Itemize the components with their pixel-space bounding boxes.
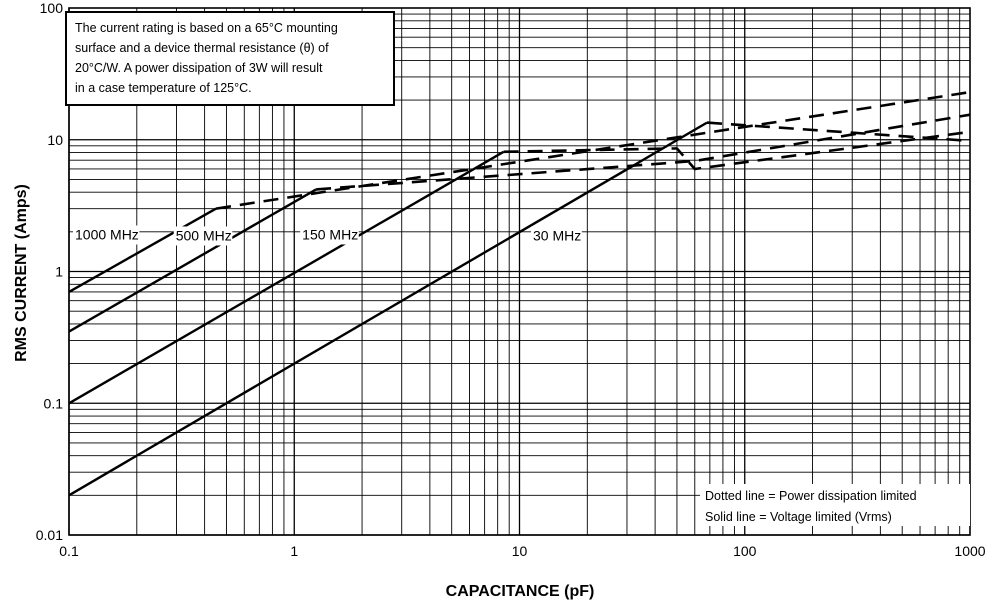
y-tick-label: 0.01 bbox=[36, 527, 63, 543]
y-tick-label: 100 bbox=[40, 0, 64, 16]
legend-background bbox=[700, 484, 970, 526]
series-label-bg bbox=[300, 225, 359, 245]
x-tick-label: 10 bbox=[512, 543, 528, 559]
annotation-line-2: surface and a device thermal resistance … bbox=[75, 41, 329, 55]
series-label-bg bbox=[173, 226, 233, 246]
x-axis-title: CAPACITANCE (pF) bbox=[446, 583, 595, 600]
x-tick-label: 0.1 bbox=[59, 543, 79, 559]
annotation-line-4: in a case temperature of 125°C. bbox=[75, 81, 252, 95]
y-tick-label: 10 bbox=[47, 132, 63, 148]
series-label-bg bbox=[73, 225, 140, 245]
series-500-mhz-power-limited-line bbox=[316, 113, 971, 191]
series-label-150-mhz: 150 MHz bbox=[302, 226, 358, 242]
y-tick-label: 0.1 bbox=[44, 395, 64, 411]
series-label-500-mhz: 500 MHz bbox=[176, 227, 232, 243]
series-lines bbox=[68, 90, 971, 497]
legend-line-solid: Solid line = Voltage limited (Vrms) bbox=[705, 510, 892, 524]
series-label-bg bbox=[531, 226, 582, 246]
y-tick-label: 1 bbox=[55, 264, 63, 280]
line-style-legend: Dotted line = Power dissipation limited … bbox=[700, 484, 970, 526]
x-tick-label: 1000 bbox=[954, 543, 985, 559]
annotation-line-3: 20°C/W. A power dissipation of 3W will r… bbox=[75, 61, 323, 75]
annotation-box-frame bbox=[65, 11, 395, 106]
x-tick-label: 1 bbox=[290, 543, 298, 559]
series-label-30-mhz: 30 MHz bbox=[533, 227, 581, 243]
x-tick-label: 100 bbox=[733, 543, 757, 559]
series-1000-mhz-power-limited-line bbox=[215, 90, 971, 210]
series-150-mhz-voltage-limited-line bbox=[68, 150, 505, 405]
series-1000-mhz-voltage-limited-line bbox=[68, 207, 217, 293]
series-labels: 1000 MHz 500 MHz 150 MHz 30 MHz bbox=[73, 225, 582, 246]
series-30-mhz-power-limited-line bbox=[706, 121, 971, 143]
legend-line-dotted: Dotted line = Power dissipation limited bbox=[705, 489, 917, 503]
series-label-1000-mhz: 1000 MHz bbox=[75, 226, 139, 242]
y-axis-title: RMS CURRENT (Amps) bbox=[13, 184, 30, 362]
plot-frame bbox=[68, 7, 971, 536]
series-500-mhz-voltage-limited-line bbox=[68, 188, 317, 333]
series-30-mhz-voltage-limited-line bbox=[68, 121, 708, 497]
series-150-mhz-power-limited-line bbox=[503, 130, 971, 171]
annotation-box: The current rating is based on a 65°C mo… bbox=[65, 11, 395, 106]
annotation-line-1: The current rating is based on a 65°C mo… bbox=[75, 21, 338, 35]
